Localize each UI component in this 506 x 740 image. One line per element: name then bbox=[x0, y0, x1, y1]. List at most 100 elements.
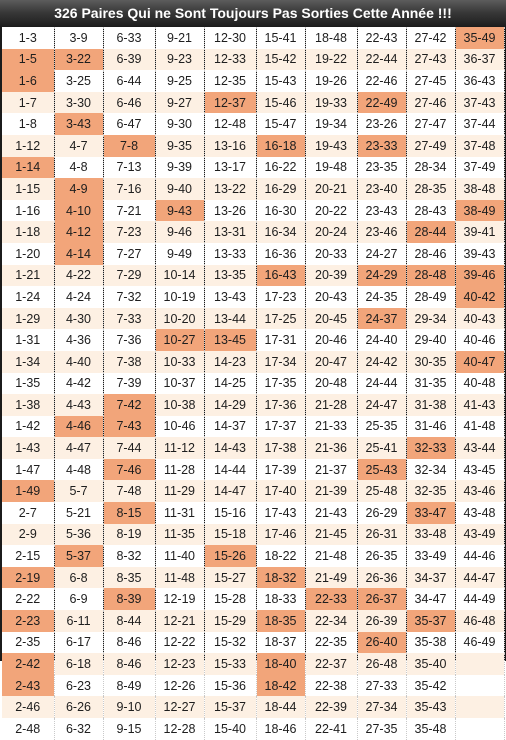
pair-cell: 15-28 bbox=[204, 588, 257, 611]
pair-cell: 19-22 bbox=[305, 48, 358, 71]
table-row: 1-31 4-36 7-36 10-27 13-45 17-31 20-46 24-40 29-… bbox=[2, 329, 505, 351]
pair-cell: 9-23 bbox=[155, 48, 205, 71]
pair-cell: 12-23 bbox=[155, 653, 205, 675]
pair-cell: 39-41 bbox=[455, 221, 505, 243]
pair-cell: 24-35 bbox=[357, 286, 407, 308]
pair-cell: 24-42 bbox=[357, 350, 407, 373]
pair-cell: 10-20 bbox=[155, 307, 205, 330]
pair-cell: 11-29 bbox=[155, 480, 205, 503]
pair-cell-highlighted: 39-46 bbox=[455, 264, 505, 287]
pair-cell: 7-33 bbox=[103, 307, 156, 330]
pair-cell-highlighted: 25-43 bbox=[357, 458, 407, 481]
table-row: 1-29 4-30 7-33 10-20 13-44 17-25 20-45 24-37 29-… bbox=[2, 307, 505, 330]
pair-cell: 1-20 bbox=[2, 242, 55, 265]
pair-cell: 2-22 bbox=[2, 588, 55, 611]
pair-cell: 15-36 bbox=[204, 674, 257, 697]
pair-cell: 7-27 bbox=[103, 242, 156, 265]
pair-cell: 27-45 bbox=[406, 70, 456, 92]
pair-cell: 26-36 bbox=[357, 566, 407, 589]
pair-cell-highlighted: 24-29 bbox=[357, 264, 407, 287]
pair-cell: 15-46 bbox=[256, 91, 306, 114]
pair-cell bbox=[455, 696, 505, 718]
pair-cell: 9-30 bbox=[155, 113, 205, 135]
pair-cell: 11-31 bbox=[155, 502, 205, 524]
pair-cell: 14-25 bbox=[204, 372, 257, 395]
pair-cell: 16-34 bbox=[256, 221, 306, 243]
pair-cell: 3-9 bbox=[54, 27, 104, 49]
pair-cell: 6-39 bbox=[103, 48, 156, 71]
pair-cell: 8-46 bbox=[103, 631, 156, 654]
pair-cell: 8-46 bbox=[103, 653, 156, 675]
pairs-table: 1-3 3-9 6-33 9-21 12-30 15-41 18-48 22-43 27-42 3… bbox=[2, 27, 505, 740]
pair-cell: 37-48 bbox=[455, 134, 505, 157]
pair-cell: 4-42 bbox=[54, 372, 104, 395]
pair-cell: 9-39 bbox=[155, 156, 205, 179]
pair-cell-highlighted: 38-49 bbox=[455, 199, 505, 222]
pair-cell: 14-37 bbox=[204, 415, 257, 438]
table-row: 1-42 4-46 7-43 10-46 14-37 17-37 21-33 25-35 31-… bbox=[2, 415, 505, 438]
table-row: 1-15 4-9 7-16 9-40 13-22 16-29 20-21 23-40 28-35… bbox=[2, 178, 505, 200]
pair-cell-highlighted: 4-9 bbox=[54, 178, 104, 200]
pair-cell: 25-35 bbox=[357, 415, 407, 438]
pair-cell: 1-18 bbox=[2, 221, 55, 243]
sheet-title: 326 Paires Qui ne Sont Toujours Pas Sort… bbox=[0, 0, 506, 26]
pair-cell: 35-43 bbox=[406, 696, 456, 718]
pair-cell: 22-43 bbox=[357, 27, 407, 49]
pair-cell: 15-43 bbox=[256, 70, 306, 92]
pair-cell-highlighted: 3-22 bbox=[54, 48, 104, 71]
pair-cell: 27-34 bbox=[357, 696, 407, 718]
pair-cell: 6-44 bbox=[103, 70, 156, 92]
pair-cell: 15-33 bbox=[204, 653, 257, 675]
pair-cell: 11-35 bbox=[155, 523, 205, 546]
pair-cell: 6-33 bbox=[103, 27, 156, 49]
pair-cell: 2-7 bbox=[2, 502, 55, 524]
pair-cell: 10-37 bbox=[155, 372, 205, 395]
pair-cell-highlighted: 2-19 bbox=[2, 566, 55, 589]
pair-cell: 8-44 bbox=[103, 610, 156, 632]
pair-cell: 28-46 bbox=[406, 242, 456, 265]
pair-cell: 12-21 bbox=[155, 610, 205, 632]
pair-cell: 6-9 bbox=[54, 588, 104, 611]
pair-cell-highlighted: 1-49 bbox=[2, 480, 55, 503]
pair-cell-highlighted: 13-45 bbox=[204, 329, 257, 351]
pair-cell: 4-22 bbox=[54, 264, 104, 287]
pair-cell: 20-45 bbox=[305, 307, 358, 330]
table-row: 2-15 5-37 8-32 11-40 15-26 18-22 21-48 26-35 33-… bbox=[2, 545, 505, 567]
pair-cell: 17-46 bbox=[256, 523, 306, 546]
pair-cell: 6-11 bbox=[54, 610, 104, 632]
pair-cell: 24-40 bbox=[357, 329, 407, 351]
pair-cell: 4-24 bbox=[54, 286, 104, 308]
pair-cell: 8-49 bbox=[103, 674, 156, 697]
pair-cell: 6-8 bbox=[54, 566, 104, 589]
pair-cell: 5-36 bbox=[54, 523, 104, 546]
pair-cell: 13-44 bbox=[204, 307, 257, 330]
pair-cell: 34-37 bbox=[406, 566, 456, 589]
pair-cell: 10-19 bbox=[155, 286, 205, 308]
pair-cell: 17-39 bbox=[256, 458, 306, 481]
pair-cell: 30-35 bbox=[406, 350, 456, 373]
pair-cell: 12-33 bbox=[204, 48, 257, 71]
pair-cell: 27-33 bbox=[357, 674, 407, 697]
pair-cell: 20-46 bbox=[305, 329, 358, 351]
pair-cell: 5-21 bbox=[54, 502, 104, 524]
pair-cell: 10-33 bbox=[155, 350, 205, 373]
pair-cell: 24-44 bbox=[357, 372, 407, 395]
pair-cell-highlighted: 40-47 bbox=[455, 350, 505, 373]
pair-cell: 24-47 bbox=[357, 394, 407, 416]
pair-cell: 7-36 bbox=[103, 329, 156, 351]
pair-cell: 13-33 bbox=[204, 242, 257, 265]
pair-cell-highlighted: 24-37 bbox=[357, 307, 407, 330]
pair-cell: 13-35 bbox=[204, 264, 257, 287]
table-row: 2-35 6-17 8-46 12-22 15-32 18-37 22-35 26-40 35-… bbox=[2, 631, 505, 654]
table-row: 1-8 3-43 6-47 9-30 12-48 15-47 19-34 23-26 27-47… bbox=[2, 113, 505, 135]
pair-cell: 1-3 bbox=[2, 27, 55, 49]
pair-cell: 15-41 bbox=[256, 27, 306, 49]
pair-cell-highlighted: 2-42 bbox=[2, 653, 55, 675]
pair-cell: 7-38 bbox=[103, 350, 156, 373]
pair-cell-highlighted: 7-43 bbox=[103, 415, 156, 438]
pair-cell: 26-35 bbox=[357, 545, 407, 567]
pair-cell-highlighted: 2-43 bbox=[2, 674, 55, 697]
pair-cell: 27-47 bbox=[406, 113, 456, 135]
pair-cell: 46-49 bbox=[455, 631, 505, 654]
pair-cell: 12-28 bbox=[155, 718, 205, 740]
